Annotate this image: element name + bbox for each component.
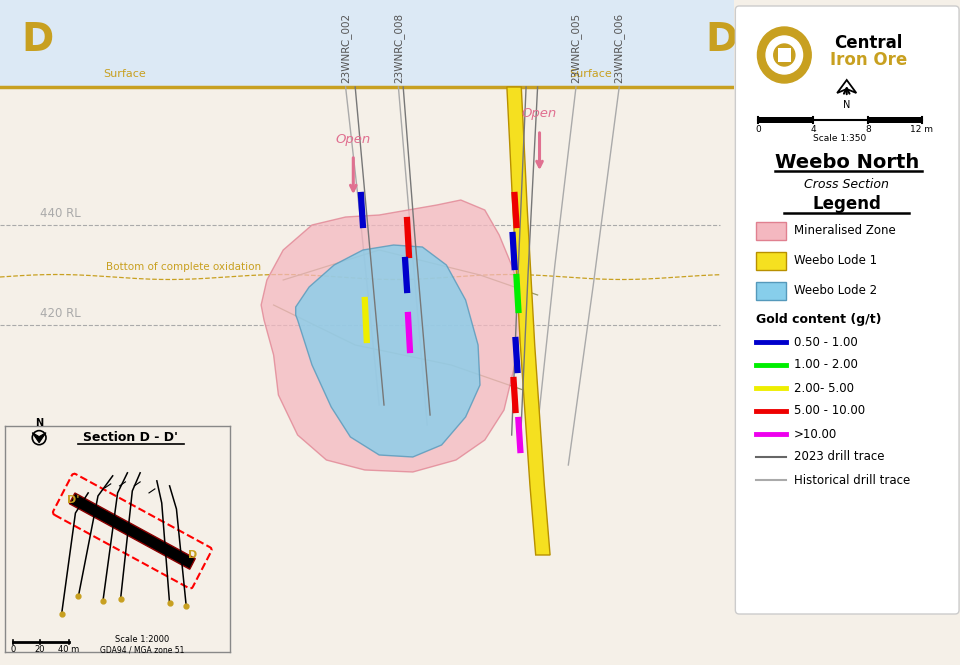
Polygon shape — [33, 433, 46, 443]
Text: 12 m: 12 m — [910, 125, 933, 134]
Bar — [758, 117, 813, 123]
Text: 20: 20 — [35, 644, 45, 654]
Text: 23WNRC_008: 23WNRC_008 — [393, 13, 404, 83]
Polygon shape — [296, 245, 480, 457]
Text: N: N — [36, 418, 43, 428]
Text: GDA94 / MGA zone 51: GDA94 / MGA zone 51 — [100, 646, 184, 654]
Circle shape — [757, 27, 811, 83]
Text: Bottom of complete oxidation: Bottom of complete oxidation — [106, 262, 261, 272]
Text: >10.00: >10.00 — [794, 428, 837, 440]
Text: Gold content (g/t): Gold content (g/t) — [756, 313, 881, 325]
Text: 1.00 - 2.00: 1.00 - 2.00 — [794, 358, 858, 372]
Text: 5.00 - 10.00: 5.00 - 10.00 — [794, 404, 865, 418]
Text: Section D - D': Section D - D' — [83, 431, 178, 444]
Text: 4: 4 — [810, 125, 816, 134]
Text: Open: Open — [336, 133, 371, 146]
Text: D': D' — [706, 21, 750, 59]
Text: Weebo North: Weebo North — [775, 152, 919, 172]
Bar — [756, 252, 786, 270]
Text: Scale 1:350: Scale 1:350 — [813, 134, 867, 143]
Text: D: D — [188, 550, 198, 560]
Text: Surface: Surface — [104, 69, 146, 79]
FancyBboxPatch shape — [69, 493, 195, 569]
Text: 23WNRC_005: 23WNRC_005 — [570, 13, 582, 83]
Text: Scale 1:2000: Scale 1:2000 — [115, 635, 169, 644]
Text: 0.50 - 1.00: 0.50 - 1.00 — [794, 336, 857, 348]
Text: 2023 drill trace: 2023 drill trace — [794, 450, 884, 464]
Text: 2.00- 5.00: 2.00- 5.00 — [794, 382, 854, 394]
Text: Weebo Lode 2: Weebo Lode 2 — [794, 285, 877, 297]
Circle shape — [766, 36, 803, 74]
Text: 40 m: 40 m — [58, 644, 79, 654]
Text: Surface: Surface — [569, 69, 612, 79]
Bar — [0, 0, 734, 87]
Text: Cross Section: Cross Section — [804, 178, 889, 190]
Bar — [756, 222, 786, 240]
Text: D': D' — [66, 495, 79, 505]
Text: Iron Ore: Iron Ore — [830, 51, 907, 69]
Bar — [756, 282, 786, 300]
Text: 440 RL: 440 RL — [40, 207, 81, 220]
FancyBboxPatch shape — [735, 6, 959, 614]
Polygon shape — [507, 87, 550, 555]
Text: 0: 0 — [10, 644, 15, 654]
Text: N: N — [843, 100, 851, 110]
Text: Open: Open — [522, 107, 557, 120]
Text: Central: Central — [834, 34, 903, 52]
Bar — [868, 117, 922, 123]
Text: Mineralised Zone: Mineralised Zone — [794, 225, 896, 237]
Polygon shape — [261, 200, 523, 472]
Text: Historical drill trace: Historical drill trace — [794, 473, 910, 487]
Text: 420 RL: 420 RL — [40, 307, 81, 320]
Text: 0: 0 — [756, 125, 761, 134]
Text: 23WNRC_002: 23WNRC_002 — [340, 13, 351, 83]
Text: D: D — [21, 21, 54, 59]
Circle shape — [774, 44, 795, 66]
Bar — [778, 48, 791, 62]
Text: Legend: Legend — [812, 195, 881, 213]
Text: Weebo Lode 1: Weebo Lode 1 — [794, 255, 877, 267]
Bar — [813, 117, 868, 123]
Text: 23WNRC_006: 23WNRC_006 — [613, 13, 625, 83]
Text: 8: 8 — [865, 125, 871, 134]
